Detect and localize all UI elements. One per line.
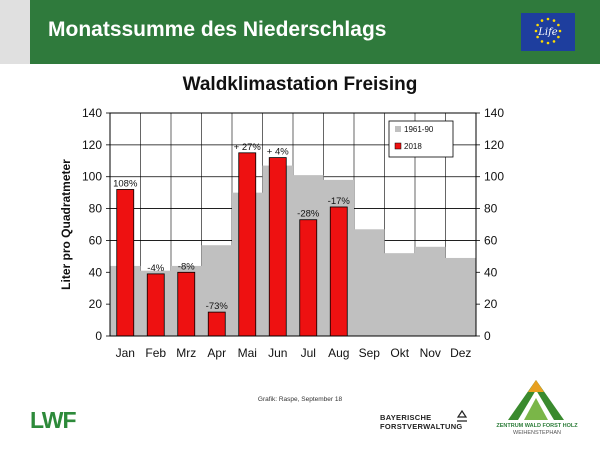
y-tick-label-left: 140 [82, 106, 102, 120]
y-tick-label-right: 140 [484, 106, 504, 120]
zwf-logo-text: ZENTRUM WALD FORST HOLZ WEIHENSTEPHAN [475, 423, 599, 437]
chart-title: Waldklimastation Freising [182, 74, 418, 95]
bar-2018 [299, 219, 318, 337]
x-tick-label: Mrz [176, 346, 196, 360]
bar-1961-90 [415, 246, 446, 336]
bar-1961-90 [445, 257, 476, 336]
bar-2018 [268, 157, 287, 337]
x-tick-label: Mai [238, 346, 257, 360]
header-side-accent [0, 0, 30, 64]
y-tick-label-left: 100 [82, 170, 102, 184]
zwf-logo-line2: WEIHENSTEPHAN [513, 430, 561, 436]
y-tick-label-left: 40 [89, 265, 103, 279]
y-axis-label: Liter pro Quadratmeter [59, 159, 73, 290]
bar-2018 [177, 271, 196, 337]
life-logo-text: Life [537, 27, 558, 38]
y-tick-label-right: 60 [484, 233, 498, 247]
x-tick-label: Feb [145, 346, 166, 360]
percent-label: -4% [147, 263, 164, 274]
legend-label: 1961-90 [404, 125, 434, 134]
y-tick-label-left: 20 [89, 297, 103, 311]
x-tick-label: Nov [420, 346, 441, 360]
y-tick-label-right: 20 [484, 297, 498, 311]
eu-flag-icon: Life [521, 13, 575, 51]
page-title: Monatssumme des Niederschlags [48, 18, 387, 41]
bayern-forstverwaltung-logo: BAYERISCHE FORSTVERWALTUNG [380, 413, 463, 431]
header-bar: Monatssumme des Niederschlags Life [0, 0, 600, 64]
bar-1961-90 [384, 253, 415, 336]
graphic-credit: Grafik: Raspe, September 18 [257, 396, 343, 403]
x-tick-label: Dez [450, 346, 471, 360]
bar-1961-90 [354, 229, 385, 336]
x-tick-label: Jan [116, 346, 135, 360]
x-tick-label: Aug [328, 346, 349, 360]
x-tick-label: Jul [301, 346, 316, 360]
bar-2018 [116, 189, 135, 337]
lwf-logo-text: LWF [30, 407, 76, 431]
x-tick-label: Sep [359, 346, 381, 360]
zwf-triangle-logo [508, 380, 564, 420]
percent-label: + 27% [234, 142, 262, 153]
bayern-tree-icon [456, 409, 468, 422]
y-tick-label-right: 120 [484, 138, 504, 152]
y-tick-label-left: 120 [82, 138, 102, 152]
y-tick-label-right: 100 [484, 170, 504, 184]
bar-2018 [329, 206, 348, 337]
bar-2018 [207, 311, 226, 337]
zwf-logo-line1: ZENTRUM WALD FORST HOLZ [496, 423, 578, 429]
percent-label: -28% [297, 209, 320, 220]
lwf-logo: LWF [30, 407, 77, 431]
x-tick-label: Okt [390, 346, 409, 360]
x-tick-label: Jun [268, 346, 287, 360]
bayern-logo-line1: BAYERISCHE [380, 413, 432, 422]
percent-label: -17% [328, 196, 351, 207]
bayern-logo-line2: FORSTVERWALTUNG [380, 422, 463, 431]
legend-label: 2018 [404, 142, 422, 151]
legend-swatch [394, 142, 402, 150]
y-tick-label-right: 80 [484, 202, 498, 216]
percent-label: + 4% [267, 147, 289, 158]
y-tick-label-left: 60 [89, 233, 103, 247]
bar-2018 [146, 273, 165, 337]
y-tick-label-left: 0 [95, 329, 102, 343]
x-tick-label: Apr [207, 346, 226, 360]
percent-label: -8% [178, 261, 195, 272]
percent-label: 108% [113, 178, 138, 189]
plot-border [109, 112, 477, 337]
y-tick-label-left: 80 [89, 202, 103, 216]
bar-2018 [238, 152, 257, 337]
percent-label: -73% [206, 301, 229, 312]
y-tick-label-right: 40 [484, 265, 498, 279]
legend-swatch [395, 126, 401, 132]
y-tick-label-right: 0 [484, 329, 491, 343]
